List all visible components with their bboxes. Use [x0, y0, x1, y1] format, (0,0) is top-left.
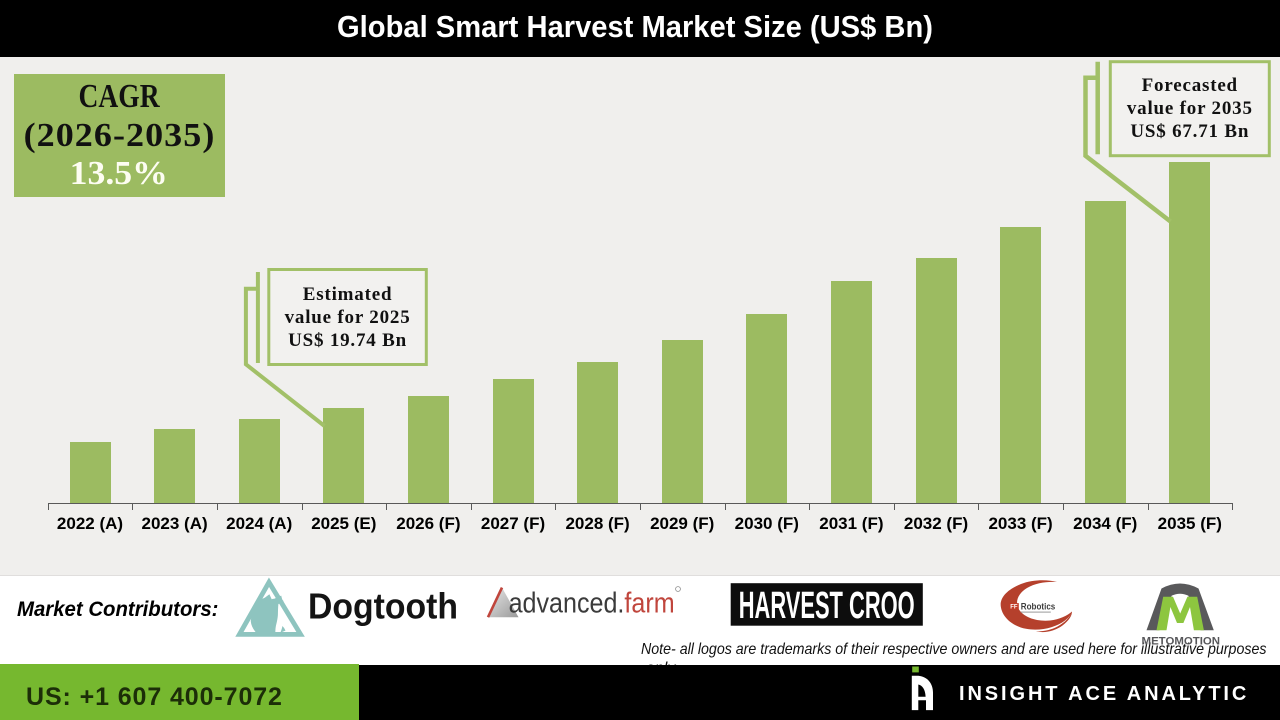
svg-text:METOMOTION: METOMOTION — [1142, 636, 1221, 648]
svg-text:Dogtooth: Dogtooth — [308, 586, 458, 627]
svg-text:advanced.farm: advanced.farm — [509, 588, 675, 620]
svg-text:HARVEST CROO: HARVEST CROO — [739, 585, 915, 627]
svg-text:Robotics: Robotics — [1021, 602, 1056, 612]
svg-text:FF: FF — [1010, 605, 1018, 611]
